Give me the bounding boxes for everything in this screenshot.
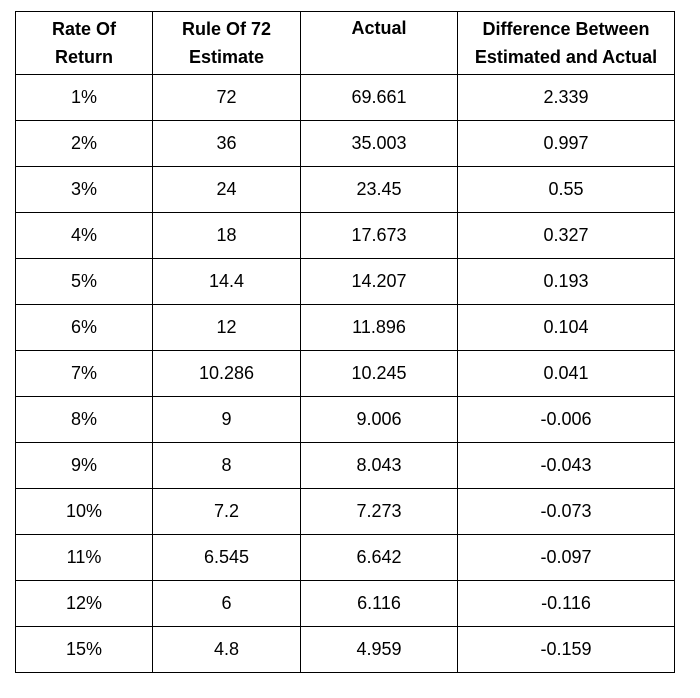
difference-cell: 0.55	[457, 166, 675, 213]
rule-of-72-estimate-cell: 6.545	[152, 534, 301, 581]
table-body: 1% 72 69.661 2.339 2% 36 35.003 0.997 3% 24 23.45 0…	[15, 74, 675, 673]
header-line: Rule Of 72	[181, 19, 272, 39]
difference-cell: -0.043	[457, 442, 675, 489]
actual-cell: 8.043	[300, 442, 458, 489]
actual-cell: 14.207	[300, 258, 458, 305]
actual-cell: 23.45	[300, 166, 458, 213]
table-row: 10% 7.2 7.273 -0.073	[15, 488, 675, 535]
table-row: 9% 8 8.043 -0.043	[15, 442, 675, 489]
rule-of-72-estimate-cell: 8	[152, 442, 301, 489]
actual-cell: 10.245	[300, 350, 458, 397]
header-line: Difference Between	[482, 19, 650, 39]
actual-cell: 7.273	[300, 488, 458, 535]
rule-of-72-estimate-cell: 6	[152, 580, 301, 627]
rate-of-return-cell: 3%	[15, 166, 153, 213]
rule-of-72-estimate-cell: 18	[152, 212, 301, 259]
header-actual: Actual	[300, 11, 458, 75]
rate-of-return-cell: 10%	[15, 488, 153, 535]
table-row: 11% 6.545 6.642 -0.097	[15, 534, 675, 581]
actual-cell: 4.959	[300, 626, 458, 673]
table-row: 2% 36 35.003 0.997	[15, 120, 675, 167]
actual-cell: 6.642	[300, 534, 458, 581]
actual-cell: 35.003	[300, 120, 458, 167]
table-row: 7% 10.286 10.245 0.041	[15, 350, 675, 397]
rule-of-72-estimate-cell: 12	[152, 304, 301, 351]
difference-cell: -0.006	[457, 396, 675, 443]
table-row: 5% 14.4 14.207 0.193	[15, 258, 675, 305]
rule-of-72-estimate-cell: 4.8	[152, 626, 301, 673]
rule-of-72-table: Rate Of Return Rule Of 72 Estimate Actual …	[15, 11, 675, 673]
rate-of-return-cell: 5%	[15, 258, 153, 305]
table-row: 12% 6 6.116 -0.116	[15, 580, 675, 627]
header-rule-of-72-estimate: Rule Of 72 Estimate	[152, 11, 301, 75]
table-row: 4% 18 17.673 0.327	[15, 212, 675, 259]
difference-cell: -0.159	[457, 626, 675, 673]
rule-of-72-estimate-cell: 72	[152, 74, 301, 121]
rate-of-return-cell: 8%	[15, 396, 153, 443]
difference-cell: 0.193	[457, 258, 675, 305]
rule-of-72-estimate-cell: 14.4	[152, 258, 301, 305]
rate-of-return-cell: 15%	[15, 626, 153, 673]
difference-cell: 0.327	[457, 212, 675, 259]
rule-of-72-estimate-cell: 24	[152, 166, 301, 213]
actual-cell: 11.896	[300, 304, 458, 351]
rate-of-return-cell: 9%	[15, 442, 153, 489]
actual-cell: 6.116	[300, 580, 458, 627]
table-row: 8% 9 9.006 -0.006	[15, 396, 675, 443]
difference-cell: 2.339	[457, 74, 675, 121]
difference-cell: 0.104	[457, 304, 675, 351]
rate-of-return-cell: 12%	[15, 580, 153, 627]
header-line: Rate Of	[51, 19, 116, 39]
header-difference: Difference Between Estimated and Actual	[457, 11, 675, 75]
table-row: 3% 24 23.45 0.55	[15, 166, 675, 213]
rule-of-72-estimate-cell: 9	[152, 396, 301, 443]
rule-of-72-estimate-cell: 36	[152, 120, 301, 167]
difference-cell: -0.073	[457, 488, 675, 535]
rule-of-72-estimate-cell: 10.286	[152, 350, 301, 397]
rate-of-return-cell: 2%	[15, 120, 153, 167]
rate-of-return-cell: 4%	[15, 212, 153, 259]
actual-cell: 17.673	[300, 212, 458, 259]
actual-cell: 9.006	[300, 396, 458, 443]
rate-of-return-cell: 11%	[15, 534, 153, 581]
actual-cell: 69.661	[300, 74, 458, 121]
difference-cell: 0.997	[457, 120, 675, 167]
header-rate-of-return: Rate Of Return	[15, 11, 153, 75]
rate-of-return-cell: 6%	[15, 304, 153, 351]
header-line: Estimate	[188, 47, 265, 67]
rule-of-72-estimate-cell: 7.2	[152, 488, 301, 535]
table-row: 6% 12 11.896 0.104	[15, 304, 675, 351]
table-row: 15% 4.8 4.959 -0.159	[15, 626, 675, 673]
table-row: 1% 72 69.661 2.339	[15, 74, 675, 121]
difference-cell: -0.097	[457, 534, 675, 581]
rate-of-return-cell: 7%	[15, 350, 153, 397]
difference-cell: 0.041	[457, 350, 675, 397]
header-line: Actual	[351, 18, 407, 38]
header-line: Return	[55, 47, 113, 67]
header-line: Estimated and Actual	[474, 47, 658, 67]
rule-of-72-table-container: Rate Of Return Rule Of 72 Estimate Actual …	[15, 11, 675, 673]
header-row: Rate Of Return Rule Of 72 Estimate Actual …	[15, 11, 675, 75]
rate-of-return-cell: 1%	[15, 74, 153, 121]
difference-cell: -0.116	[457, 580, 675, 627]
